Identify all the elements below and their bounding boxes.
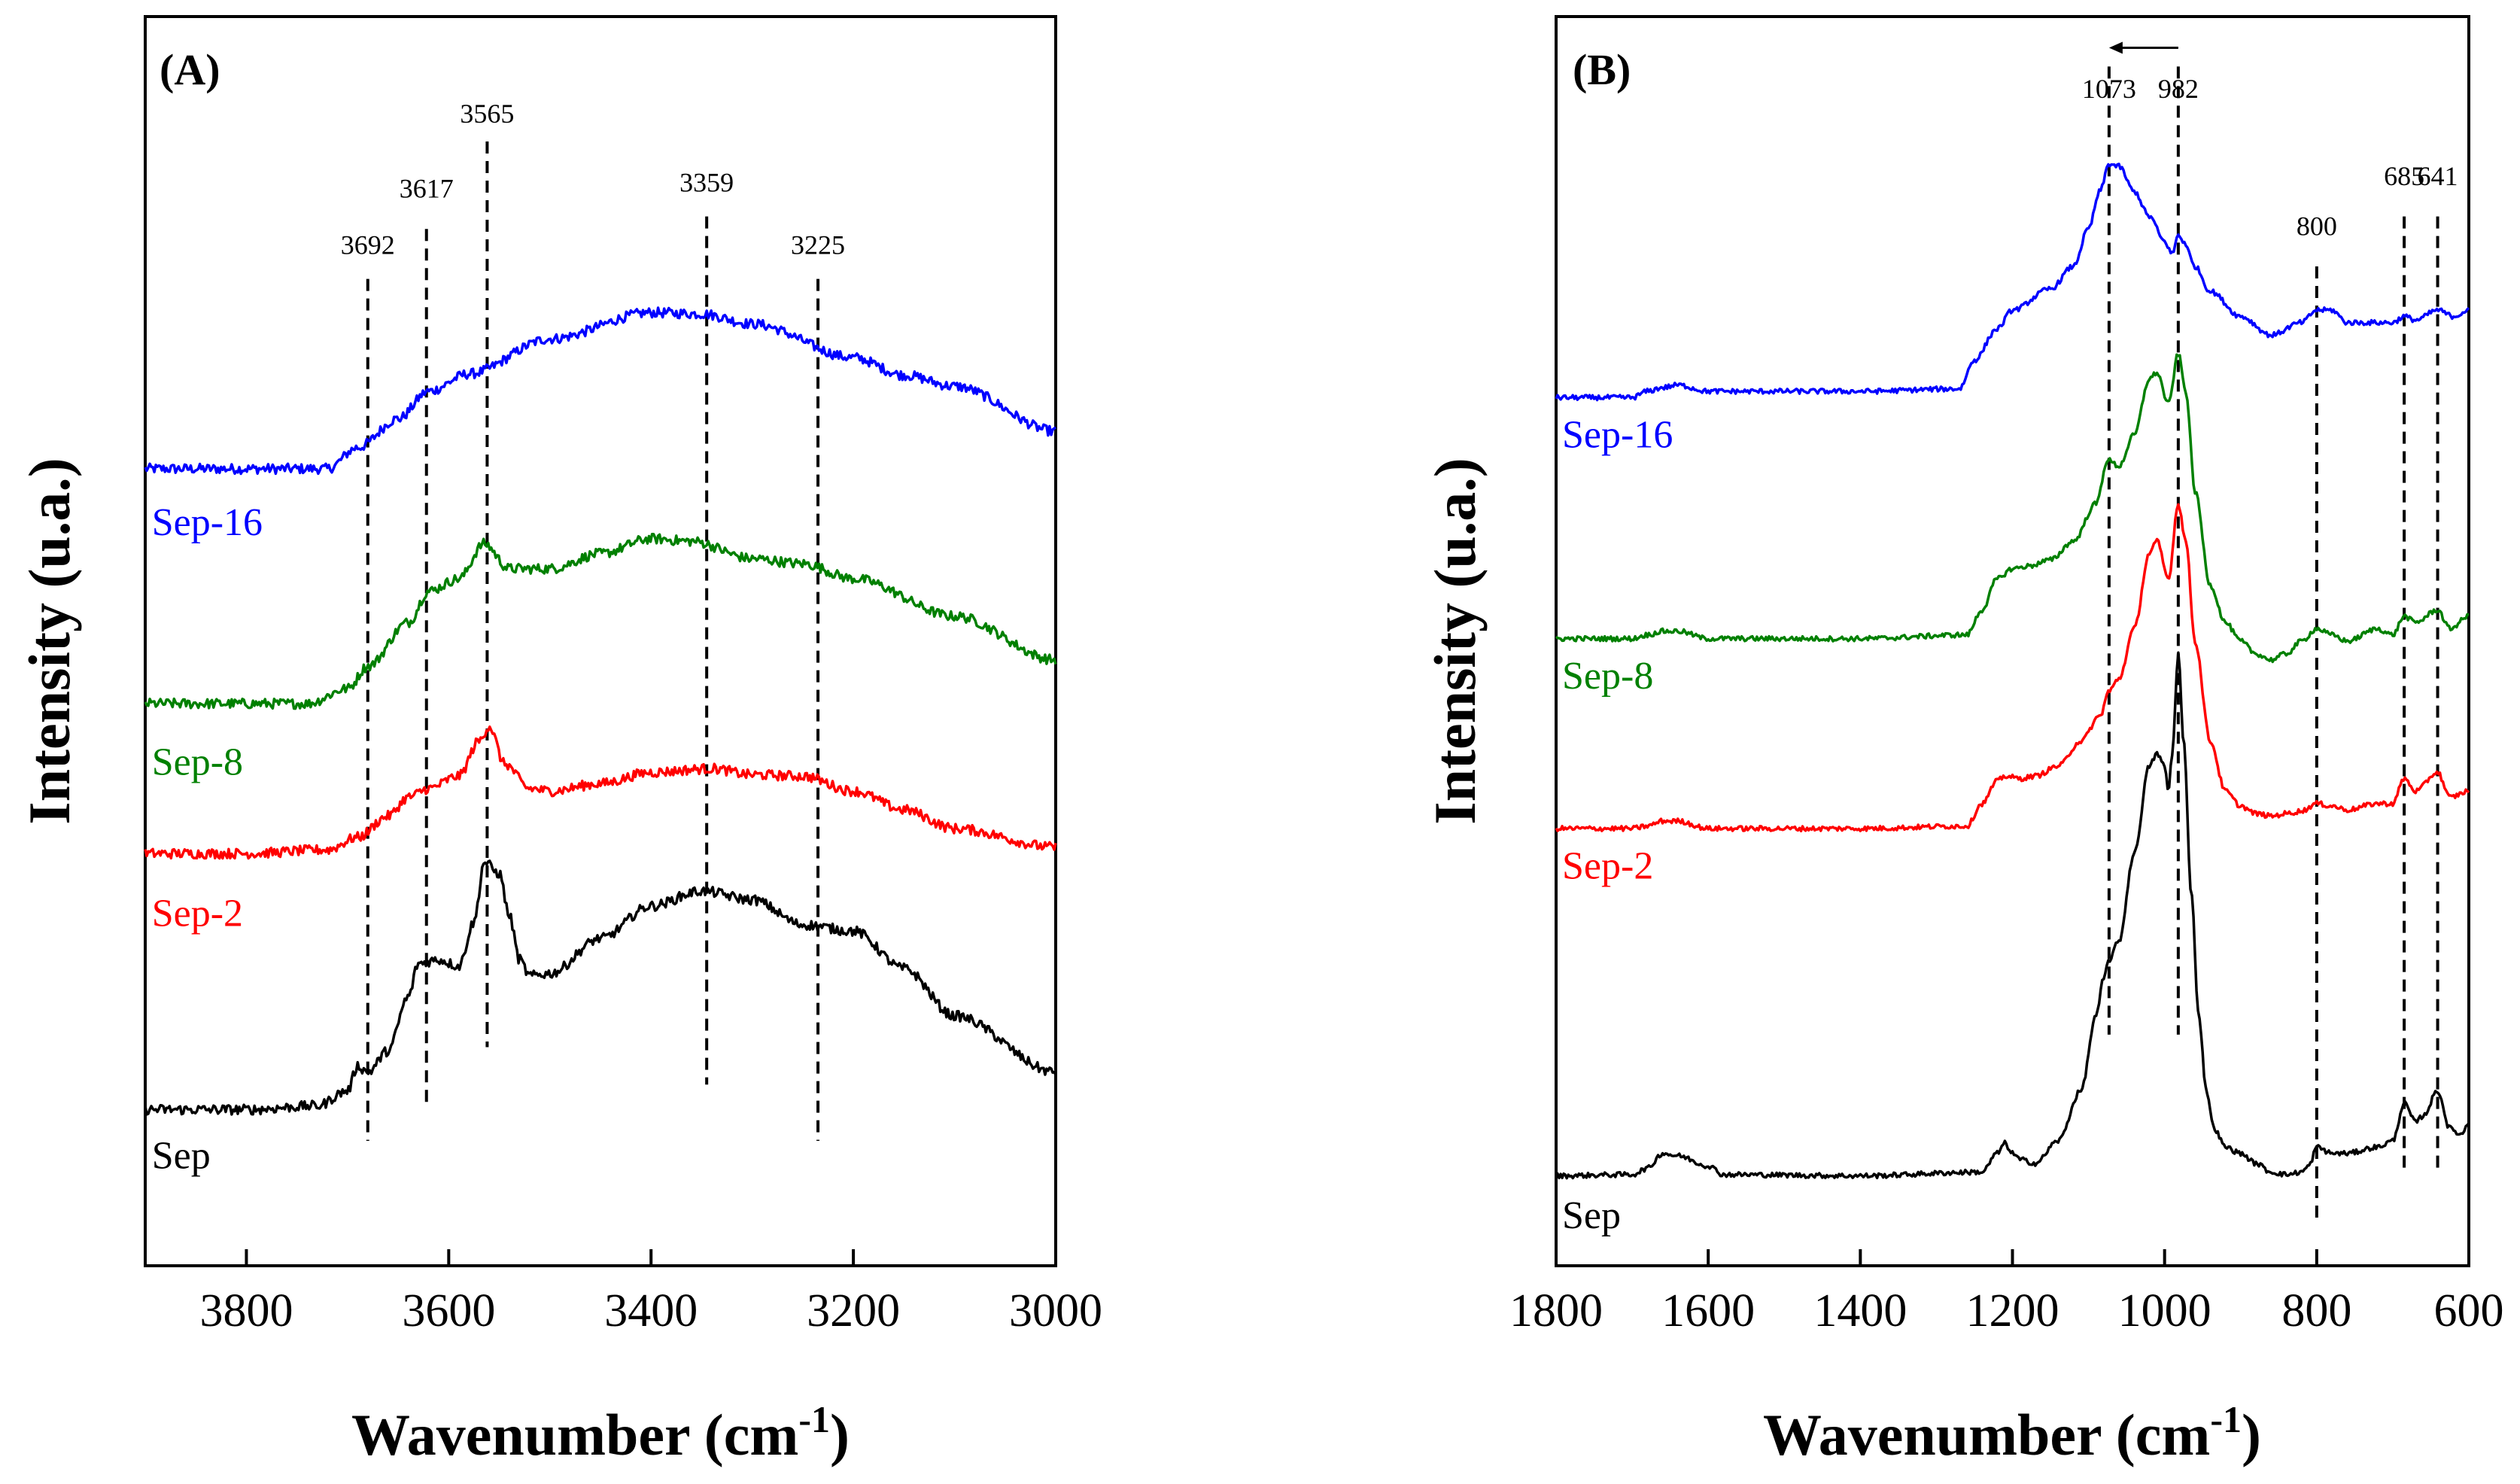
panel-a-y-axis-title: Intensity (u.a.) [17,458,82,825]
shift-arrow-head [2108,41,2123,54]
panel-a-label: (A) [160,45,220,94]
panel-b-x-tick-label: 1800 [1509,1285,1603,1337]
series-label-sep-2: Sep-2 [1562,844,1653,887]
series-label-sep-2: Sep-2 [152,892,243,935]
panel-b-series: Sep-16 Sep-8 Sep-2 Sep [1555,163,2470,1237]
peak-marker-label: 3565 [460,99,514,129]
peak-marker-label: 1073 [2082,74,2136,104]
panel-b-x-axis-title: Wavenumber (cm-1) [1763,1398,2261,1467]
series-line-sep [1555,651,2470,1180]
series-line-sep-16 [1555,163,2470,402]
series-label-sep-8: Sep-8 [152,741,243,784]
panel-a-series: Sep-16 Sep-8 Sep-2 Sep [144,306,1057,1178]
panel-b-shift-arrow [2108,41,2178,54]
panel-a-x-axis-title: Wavenumber (cm-1) [351,1398,850,1467]
panel-b-x-tick-label: 1200 [1966,1285,2059,1337]
panel-a-x-tick-label: 3200 [807,1285,900,1337]
series-line-sep-2 [144,725,1057,860]
series-line-sep-8 [1555,353,2470,664]
panel-b-label: (B) [1573,45,1631,94]
series-line-sep [144,859,1057,1116]
series-label-sep-8: Sep-8 [1562,655,1653,698]
series-label-sep-16: Sep-16 [152,501,263,544]
panel-a-x-tick-label: 3400 [604,1285,698,1337]
panel-b-x-tick-label: 1600 [1661,1285,1755,1337]
panel-b-y-axis-title: Intensity (u.a.) [1422,458,1488,825]
panel-b-x-tick-label: 1000 [2118,1285,2211,1337]
peak-marker-label: 3692 [341,230,395,260]
panel-a-x-ticks: 3800 3600 3400 3200 3000 [199,1249,1102,1337]
panel-b-x-tick-label: 1400 [1813,1285,1907,1337]
peak-marker-label: 3225 [791,230,845,260]
peak-marker-label: 800 [2297,211,2337,242]
panel-b-x-ticks: 1800 1600 1400 1200 1000 800 600 [1509,1249,2504,1337]
panel-b-x-tick-label: 600 [2434,1285,2504,1337]
series-label-sep: Sep [1562,1194,1621,1237]
series-line-sep-8 [144,532,1057,710]
panel-a-x-tick-label: 3600 [402,1285,495,1337]
series-line-sep-2 [1555,503,2470,833]
peak-marker-label: 641 [2418,161,2458,191]
panel-a-x-tick-label: 3800 [199,1285,293,1337]
peak-marker-label: 3359 [679,167,734,197]
panel-a-x-tick-label: 3000 [1009,1285,1102,1337]
panel-a-plot-frame [144,15,1057,1267]
series-label-sep-16: Sep-16 [1562,414,1673,457]
peak-marker-label: 3617 [400,174,454,204]
peak-marker-label: 982 [2158,74,2199,104]
peak-marker-label: 685 [2384,161,2424,191]
series-label-sep: Sep [152,1135,211,1178]
panel-b-plot-frame [1555,15,2470,1267]
series-line-sep-16 [144,306,1056,476]
panel-b-x-tick-label: 800 [2281,1285,2351,1337]
